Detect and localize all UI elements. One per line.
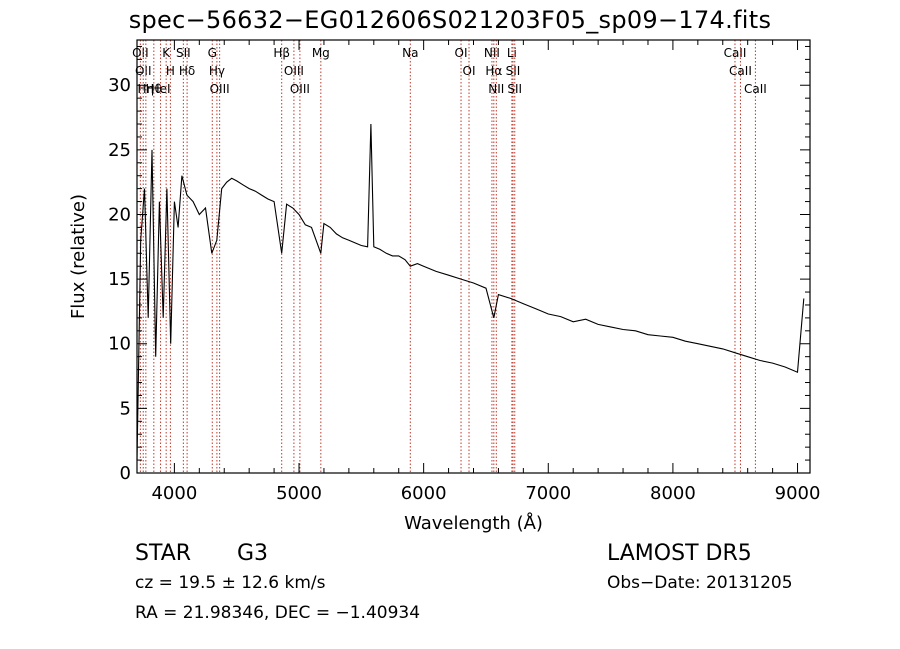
x-tick-label-1: 5000 <box>276 483 322 504</box>
axis-ticks: 4000 5000 6000 7000 8000 9000 0 5 10 15 20 25 30 <box>108 40 820 504</box>
y-tick-label-6: 30 <box>108 75 131 96</box>
spectral-line-label-12: Hβ <box>273 46 290 60</box>
spectral-line-label-20: Hα <box>485 64 502 78</box>
spectral-line-label-25: CaII <box>724 46 747 60</box>
spectral-line-label-11: OIII <box>210 82 230 96</box>
spectral-line-label-7: SII <box>176 46 191 60</box>
spectrum-series-line <box>136 123 805 461</box>
spectral-line-label-15: Mg <box>312 46 330 60</box>
spectral-line-label-1: OII <box>135 64 152 78</box>
y-tick-label-2: 10 <box>108 334 131 355</box>
spectral-line-label-14: OIII <box>290 82 310 96</box>
spectral-line-label-18: OI <box>463 64 476 78</box>
plot-frame <box>136 39 811 474</box>
spectral-line-label-23: SII <box>506 64 521 78</box>
x-tick-label-3: 7000 <box>525 483 571 504</box>
spectral-line-label-8: Hδ <box>179 64 195 78</box>
x-tick-label-5: 9000 <box>775 483 821 504</box>
coordinates: RA = 21.98346, DEC = −1.40934 <box>135 603 421 623</box>
x-tick-label-4: 8000 <box>650 483 696 504</box>
x-tick-label-0: 4000 <box>151 483 197 504</box>
object-subclass: G3 <box>237 541 269 566</box>
y-tick-label-5: 25 <box>108 140 131 161</box>
spectral-line-label-10: Hγ <box>209 64 225 78</box>
y-axis-label: Flux (relative) <box>68 194 89 319</box>
spectral-line-label-5: K <box>162 46 171 60</box>
chart-title: spec−56632−EG012606S021203F05_sp09−174.f… <box>128 6 772 34</box>
spectral-line-label-13: OIII <box>284 64 304 78</box>
spectral-line-label-27: CaII <box>744 82 767 96</box>
spectral-line-label-6: H <box>166 64 175 78</box>
spectral-line-label-19: NII <box>484 46 500 60</box>
spectral-line-label-24: SII <box>507 82 522 96</box>
y-tick-label-3: 15 <box>108 269 131 290</box>
spectral-line-label-17: OI <box>455 46 468 60</box>
spectral-line-label-3: Hθ <box>146 82 162 96</box>
redshift-velocity: cz = 19.5 ± 12.6 km/s <box>135 573 326 593</box>
spectral-line-label-16: Na <box>402 46 418 60</box>
y-tick-label-4: 20 <box>108 204 131 225</box>
observation-date: Obs−Date: 20131205 <box>607 573 793 593</box>
spectral-line-label-22: Li <box>507 46 517 60</box>
spectral-line-label-26: CaII <box>729 64 752 78</box>
object-class: STAR <box>135 541 192 566</box>
y-tick-label-1: 5 <box>120 398 131 419</box>
spectral-line-label-9: G <box>208 46 217 60</box>
spectral-line-label-0: OII <box>132 46 149 60</box>
survey-name: LAMOST DR5 <box>607 541 752 566</box>
spectral-line-label-4: HeI <box>151 82 171 96</box>
x-tick-label-2: 6000 <box>401 483 447 504</box>
x-axis-label: Wavelength (Å) <box>404 512 543 534</box>
y-tick-label-0: 0 <box>120 463 131 484</box>
spectral-line-label-21: NII <box>488 82 504 96</box>
